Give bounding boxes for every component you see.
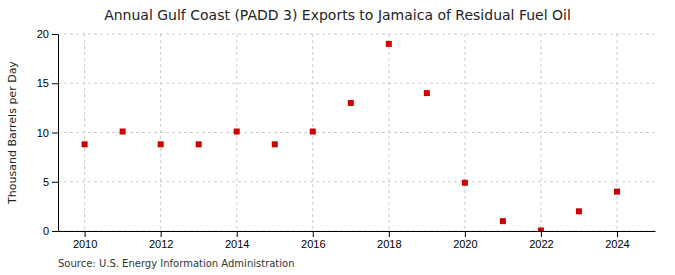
y-tick-label: 5: [43, 176, 49, 188]
x-tick-label: 2024: [605, 238, 629, 250]
x-tick-mark: [541, 231, 542, 237]
x-tick-label: 2014: [225, 238, 249, 250]
x-tick: 2014: [225, 231, 249, 250]
point: [310, 129, 316, 135]
y-axis: 0 5 10 15 20: [37, 28, 59, 237]
grid-line: [58, 231, 655, 232]
x-tick-mark: [465, 231, 466, 237]
x-tick-mark: [389, 231, 390, 237]
x-tick-label: 2012: [149, 238, 173, 250]
grid-line: [58, 34, 655, 35]
x-tick-label: 2018: [377, 238, 401, 250]
chart: Annual Gulf Coast (PADD 3) Exports to Ja…: [0, 0, 675, 275]
point: [158, 141, 164, 147]
y-tick: 0: [43, 225, 58, 237]
grid: [58, 34, 655, 231]
grid-line: [58, 181, 655, 182]
grid-line: [464, 34, 465, 231]
y-tick-mark: [52, 83, 58, 84]
point: [614, 189, 620, 195]
point: [348, 100, 354, 106]
y-tick-label: 10: [37, 127, 49, 139]
x-tick: 2012: [149, 231, 173, 250]
y-tick-mark: [52, 133, 58, 134]
point: [82, 141, 88, 147]
y-tick-mark: [52, 182, 58, 183]
x-tick: 2016: [301, 231, 325, 250]
x-tick: 2020: [453, 231, 477, 250]
x-tick-mark: [237, 231, 238, 237]
x-tick-mark: [161, 231, 162, 237]
title: Annual Gulf Coast (PADD 3) Exports to Ja…: [104, 7, 571, 23]
x-tick-mark: [617, 231, 618, 237]
point: [386, 41, 392, 47]
y-tick-label: 15: [37, 77, 49, 89]
y-axis-title: Thousand Barrels per Day: [6, 61, 19, 205]
point: [196, 141, 202, 147]
point: [272, 141, 278, 147]
x-tick-mark: [313, 231, 314, 237]
y-tick-mark: [52, 34, 58, 35]
y-tick-label: 20: [37, 28, 49, 40]
x-tick: 2018: [377, 231, 401, 250]
y-tick: 10: [37, 127, 58, 139]
y-tick-label: 0: [43, 225, 49, 237]
x-axis-line: [59, 231, 656, 232]
x-axis: 2010 2012 2014 2016 2018 2020 2022 2024: [59, 231, 656, 250]
grid-line: [58, 83, 655, 84]
y-tick-mark: [52, 231, 58, 232]
y-tick: 5: [43, 176, 58, 188]
point: [462, 180, 468, 186]
y-tick: 20: [37, 28, 58, 40]
y-axis-line: [58, 35, 59, 232]
point: [576, 208, 582, 214]
x-tick-mark: [85, 231, 86, 237]
grid-line: [58, 132, 655, 133]
x-tick: 2024: [605, 231, 629, 250]
x-tick-label: 2016: [301, 238, 325, 250]
point: [538, 228, 544, 231]
point: [424, 90, 430, 96]
x-tick-label: 2020: [453, 238, 477, 250]
x-tick-label: 2010: [73, 238, 97, 250]
point: [120, 129, 126, 135]
x-tick: 2010: [73, 231, 97, 250]
y-tick: 15: [37, 77, 58, 89]
x-tick: 2022: [529, 231, 553, 250]
point: [234, 129, 240, 135]
point: [500, 218, 506, 224]
x-tick-label: 2022: [529, 238, 553, 250]
points: [82, 41, 620, 231]
plot: 2010 2012 2014 2016 2018 2020 2022 2024 0 5 10 15 20…: [6, 28, 656, 250]
source-note: Source: U.S. Energy Information Administ…: [58, 258, 295, 269]
